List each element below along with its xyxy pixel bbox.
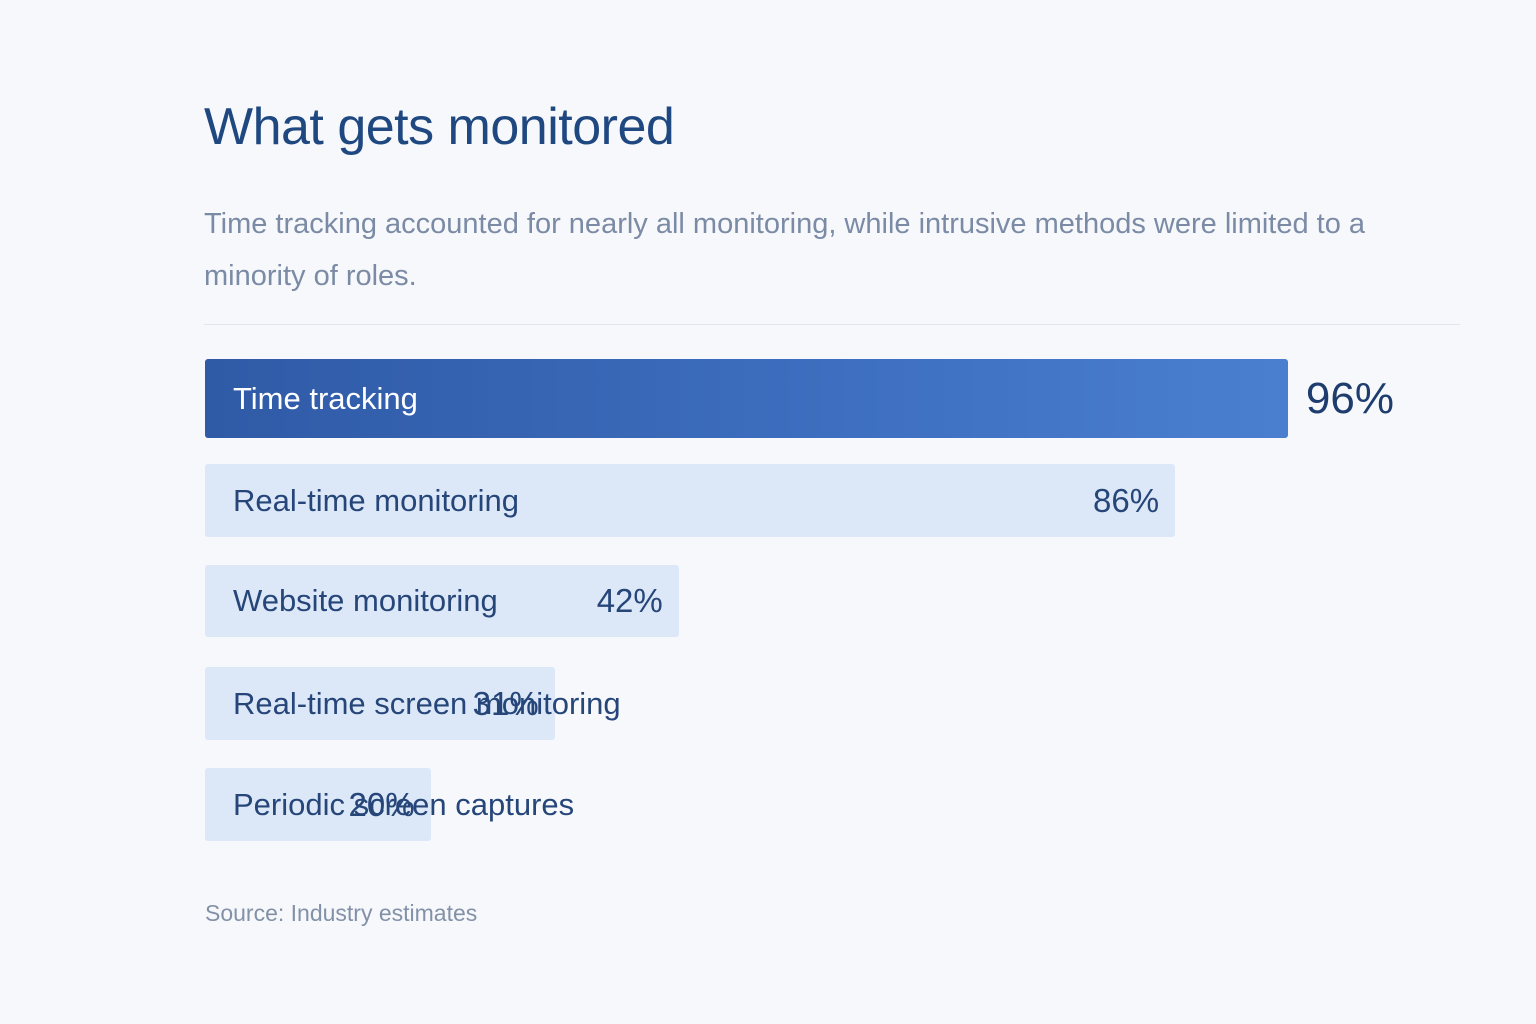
bar-label-1: Time tracking xyxy=(233,380,418,416)
bar-5 xyxy=(205,768,431,841)
bar-value-1: 96% xyxy=(1305,373,1394,423)
bar-label-4: Real-time screen monitoring xyxy=(233,685,621,721)
source-note: Source: Industry estimates xyxy=(205,900,478,926)
bar-value-2: 86% xyxy=(1093,481,1160,519)
bar-label-3: Website monitoring xyxy=(233,583,498,618)
chart-subtitle: Time tracking accounted for nearly all m… xyxy=(204,208,1366,292)
bar-value-3: 42% xyxy=(596,582,663,619)
bar-1 xyxy=(205,359,1288,438)
bar-2 xyxy=(205,464,1176,537)
bar-label-5: Periodic screen captures xyxy=(233,786,575,822)
chart-title: What gets monitored xyxy=(204,98,675,156)
bar-3 xyxy=(205,565,679,637)
bar-value-4: 31% xyxy=(472,684,539,722)
bar-value-5: 20% xyxy=(348,785,415,823)
divider xyxy=(204,324,1460,325)
bar-4 xyxy=(205,667,555,740)
bar-label-2: Real-time monitoring xyxy=(233,482,519,518)
